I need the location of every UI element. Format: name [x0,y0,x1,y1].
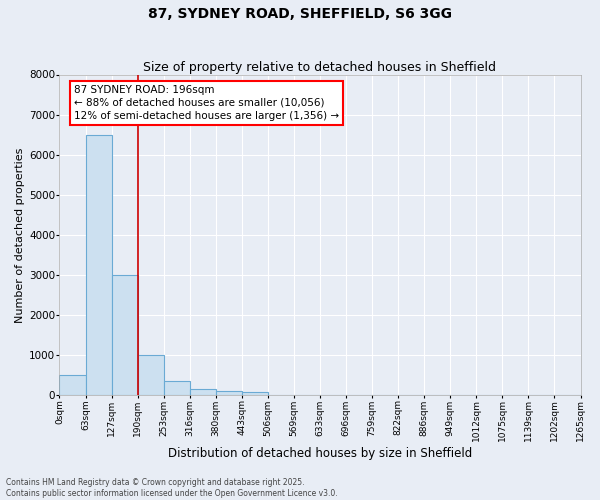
Bar [190,389,216,395]
Text: Contains HM Land Registry data © Crown copyright and database right 2025.
Contai: Contains HM Land Registry data © Crown c… [6,478,338,498]
Text: 87 SYDNEY ROAD: 196sqm
← 88% of detached houses are smaller (10,056)
12% of semi: 87 SYDNEY ROAD: 196sqm ← 88% of detached… [74,84,339,121]
Title: Size of property relative to detached houses in Sheffield: Size of property relative to detached ho… [143,62,496,74]
Bar [242,392,268,395]
Y-axis label: Number of detached properties: Number of detached properties [15,147,25,322]
Bar [59,375,86,395]
Text: 87, SYDNEY ROAD, SHEFFIELD, S6 3GG: 87, SYDNEY ROAD, SHEFFIELD, S6 3GG [148,8,452,22]
Bar [137,355,164,395]
Bar [112,275,137,395]
Bar [86,134,112,395]
Bar [164,381,190,395]
X-axis label: Distribution of detached houses by size in Sheffield: Distribution of detached houses by size … [168,447,472,460]
Bar [216,391,242,395]
